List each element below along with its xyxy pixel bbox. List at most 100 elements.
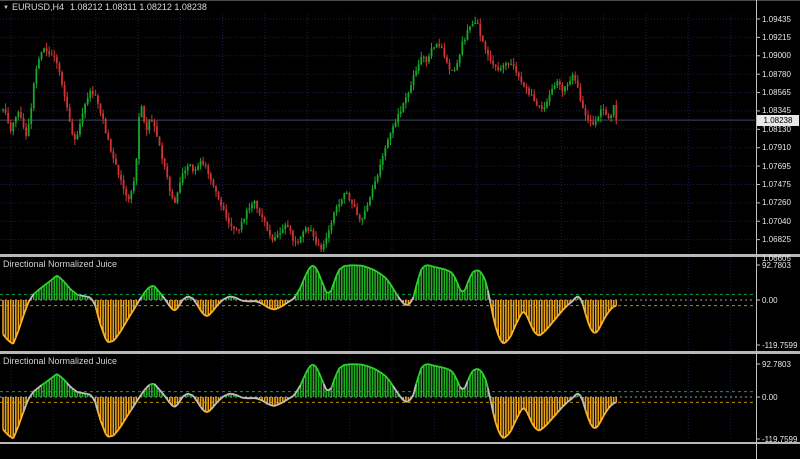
candle-body	[230, 223, 233, 227]
candle-body	[297, 242, 299, 244]
indicator-signal-line	[428, 264, 432, 267]
candle-body	[499, 68, 502, 71]
indicator-signal-line	[107, 340, 112, 344]
indicator-axis-label: -119.7599	[762, 434, 798, 444]
indicator-signal-line	[125, 317, 130, 323]
indicator-signal-line	[479, 369, 484, 375]
indicator-signal-line	[2, 333, 7, 339]
indicator-signal-line	[407, 301, 412, 306]
candle-body	[220, 199, 223, 206]
candle-body	[417, 63, 420, 71]
indicator-signal-line	[397, 393, 402, 398]
indicator-signal-line	[559, 406, 564, 411]
candle-body	[222, 205, 225, 210]
candle-body	[489, 55, 492, 61]
candle-body	[461, 41, 464, 55]
indicator-signal-line	[538, 333, 543, 337]
candle-body	[494, 64, 497, 67]
candle-body	[517, 72, 520, 77]
candle-body	[61, 72, 63, 85]
indicator-signal-line	[266, 306, 271, 310]
indicator-signal-line	[326, 291, 330, 294]
candle-body	[17, 112, 20, 118]
candle-body	[389, 133, 392, 140]
indicator-signal-line	[322, 383, 328, 391]
candle-body	[58, 63, 61, 73]
indicator-signal-line	[507, 335, 512, 340]
candle-body	[479, 23, 482, 36]
candle-body	[440, 46, 443, 49]
candle-body	[168, 177, 171, 192]
indicator-signal-line	[174, 307, 179, 312]
indicator-signal-line	[184, 295, 189, 299]
candle-body	[191, 164, 194, 172]
indicator-signal-line	[456, 282, 461, 290]
candle-body	[602, 109, 605, 111]
candle-body	[540, 105, 543, 109]
candle-body	[530, 94, 533, 96]
indicator-signal-line	[299, 378, 305, 386]
indicator-signal-line	[525, 314, 530, 322]
indicator-signal-line	[71, 289, 76, 294]
indicator-signal-line	[38, 286, 43, 291]
indicator-signal-line	[97, 315, 102, 326]
indicator-signal-line	[189, 393, 194, 397]
indicator-signal-line	[292, 295, 297, 300]
indicator-signal-line	[287, 299, 291, 304]
indicator-signal-line	[4, 431, 9, 436]
indicator-signal-line	[38, 384, 43, 388]
candle-body	[566, 84, 569, 87]
indicator-signal-line	[166, 302, 171, 307]
price-axis[interactable]: 1.09435 1.09215 1.09000 1.08780 1.08565 1.083…	[757, 0, 800, 263]
candle-body	[171, 191, 174, 198]
indicator-signal-line	[564, 401, 569, 406]
candle-body	[50, 54, 53, 56]
indicator-signal-line	[394, 292, 399, 297]
indicator-signal-line	[367, 266, 371, 270]
candle-body	[284, 224, 287, 230]
panel-separator	[0, 351, 800, 354]
indicator-signal-line	[169, 402, 174, 407]
indicator-signal-line	[610, 305, 615, 310]
time-axis[interactable]: 29 May 20243 Jun 00:005 Jun 16:0010 Jun …	[0, 445, 800, 459]
chart-symbol-icon: ▼	[3, 5, 9, 11]
indicator-signal-line	[197, 402, 202, 408]
indicator-signal-line	[61, 278, 66, 283]
candle-body	[556, 81, 559, 86]
indicator-signal-line	[431, 265, 435, 268]
indicator-signal-line	[289, 298, 294, 302]
indicator-signal-line	[420, 364, 425, 369]
indicator-signal-line	[17, 322, 22, 332]
indicator-signal-line	[120, 325, 125, 332]
indicator-signal-line	[312, 265, 317, 269]
indicator-signal-line	[584, 409, 589, 419]
candle-body	[238, 229, 240, 231]
indicator-signal-line	[161, 392, 166, 397]
indicator-1-axis[interactable]: 92.7803 0.00 -119.7599	[757, 257, 800, 351]
indicator-signal-line	[146, 286, 150, 291]
indicator-signal-line	[525, 410, 530, 418]
indicator-signal-line	[417, 269, 423, 278]
candle-body	[353, 203, 356, 208]
indicator-signal-line	[236, 394, 240, 398]
candle-body	[466, 29, 469, 40]
indicator-signal-line	[279, 401, 284, 405]
candle-body	[605, 109, 607, 116]
indicator-signal-line	[553, 316, 558, 321]
indicator-signal-line	[582, 304, 587, 314]
price-axis-label: 1.07475	[762, 179, 791, 189]
panel-separator	[0, 442, 800, 444]
indicator-signal-line	[372, 367, 376, 370]
candle-body	[212, 180, 215, 187]
candle-body	[240, 222, 243, 230]
indicator-signal-line	[302, 373, 307, 380]
indicator-signal-line	[14, 425, 20, 433]
indicator-signal-line	[436, 266, 440, 269]
candle-body	[310, 229, 312, 231]
indicator-signal-line	[587, 417, 592, 425]
indicator-signal-line	[400, 299, 404, 304]
indicator-2-axis[interactable]: 92.7803 0.00 -119.7599	[757, 354, 800, 444]
indicator-signal-line	[63, 379, 68, 384]
indicator-signal-line	[487, 290, 492, 304]
